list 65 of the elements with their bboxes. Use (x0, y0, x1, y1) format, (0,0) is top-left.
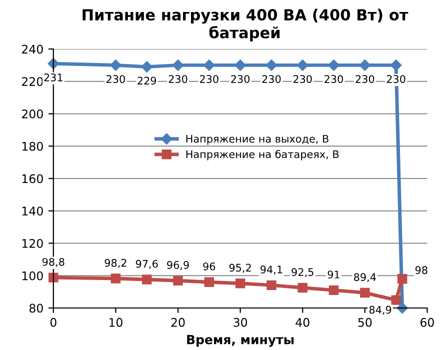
data-label: 230 (106, 75, 125, 83)
point (141, 61, 152, 72)
data-label: 230 (231, 75, 250, 83)
data-label: 96,9 (167, 261, 189, 270)
data-label: 98 (415, 266, 428, 274)
data-label: 97,6 (136, 260, 158, 269)
data-label: 230 (356, 75, 374, 83)
point (328, 60, 340, 71)
data-label: 96 (203, 262, 216, 270)
y-tick-label: 240 (22, 44, 43, 54)
x-tick-label: 10 (109, 318, 122, 327)
legend-label: Напряжение на выходе, В (186, 134, 328, 145)
x-tick-label: 60 (420, 318, 434, 327)
data-label: 230 (262, 75, 281, 83)
x-tick-label: 0 (50, 318, 56, 327)
point (391, 295, 401, 305)
data-label: 231 (44, 73, 62, 82)
x-axis-title: Время, минуты (187, 334, 294, 347)
data-label: 98,2 (104, 258, 126, 268)
point (298, 282, 308, 293)
legend-label: Напряжение на батареях, В (186, 150, 339, 160)
point (204, 60, 215, 71)
point (110, 274, 121, 284)
data-label: 84,9 (369, 306, 392, 315)
x-tick-label: 20 (171, 318, 185, 327)
point (296, 60, 308, 71)
data-label: 230 (168, 75, 188, 83)
point (234, 60, 246, 71)
data-label: 92,5 (292, 268, 314, 278)
point (328, 285, 339, 296)
point (110, 60, 122, 71)
data-label: 98,8 (42, 258, 64, 267)
point (172, 60, 184, 71)
data-label: 89,4 (354, 273, 376, 282)
y-tick-label: 120 (22, 238, 43, 248)
x-tick-label: 40 (296, 318, 310, 327)
point (235, 278, 246, 288)
y-tick-label: 200 (22, 109, 43, 118)
point (390, 60, 402, 71)
data-label: 94,1 (260, 266, 282, 274)
data-label: 95,2 (229, 264, 251, 273)
y-tick-label: 100 (22, 271, 43, 280)
data-label: 230 (386, 75, 406, 83)
chart-title: Питание нагрузки 400 ВА (400 Вт) от батарей (82, 8, 408, 42)
data-label: 230 (324, 75, 343, 83)
point (360, 288, 370, 298)
point (266, 60, 278, 71)
y-tick-label: 220 (22, 77, 43, 86)
data-label: 229 (138, 76, 156, 85)
y-tick-label: 140 (22, 206, 43, 216)
y-tick-label: 160 (22, 174, 43, 184)
point (266, 280, 276, 290)
y-tick-label: 180 (22, 142, 43, 151)
data-label: 230 (200, 75, 218, 83)
x-tick-label: 30 (234, 318, 248, 327)
x-tick-label: 50 (358, 318, 372, 327)
data-label: 230 (293, 75, 312, 83)
y-tick-label: 80 (29, 304, 43, 313)
point (204, 277, 214, 287)
point (359, 60, 371, 71)
point (142, 274, 152, 284)
point (397, 274, 408, 284)
data-label: 91 (328, 270, 340, 278)
point (173, 276, 183, 286)
point (48, 272, 58, 282)
